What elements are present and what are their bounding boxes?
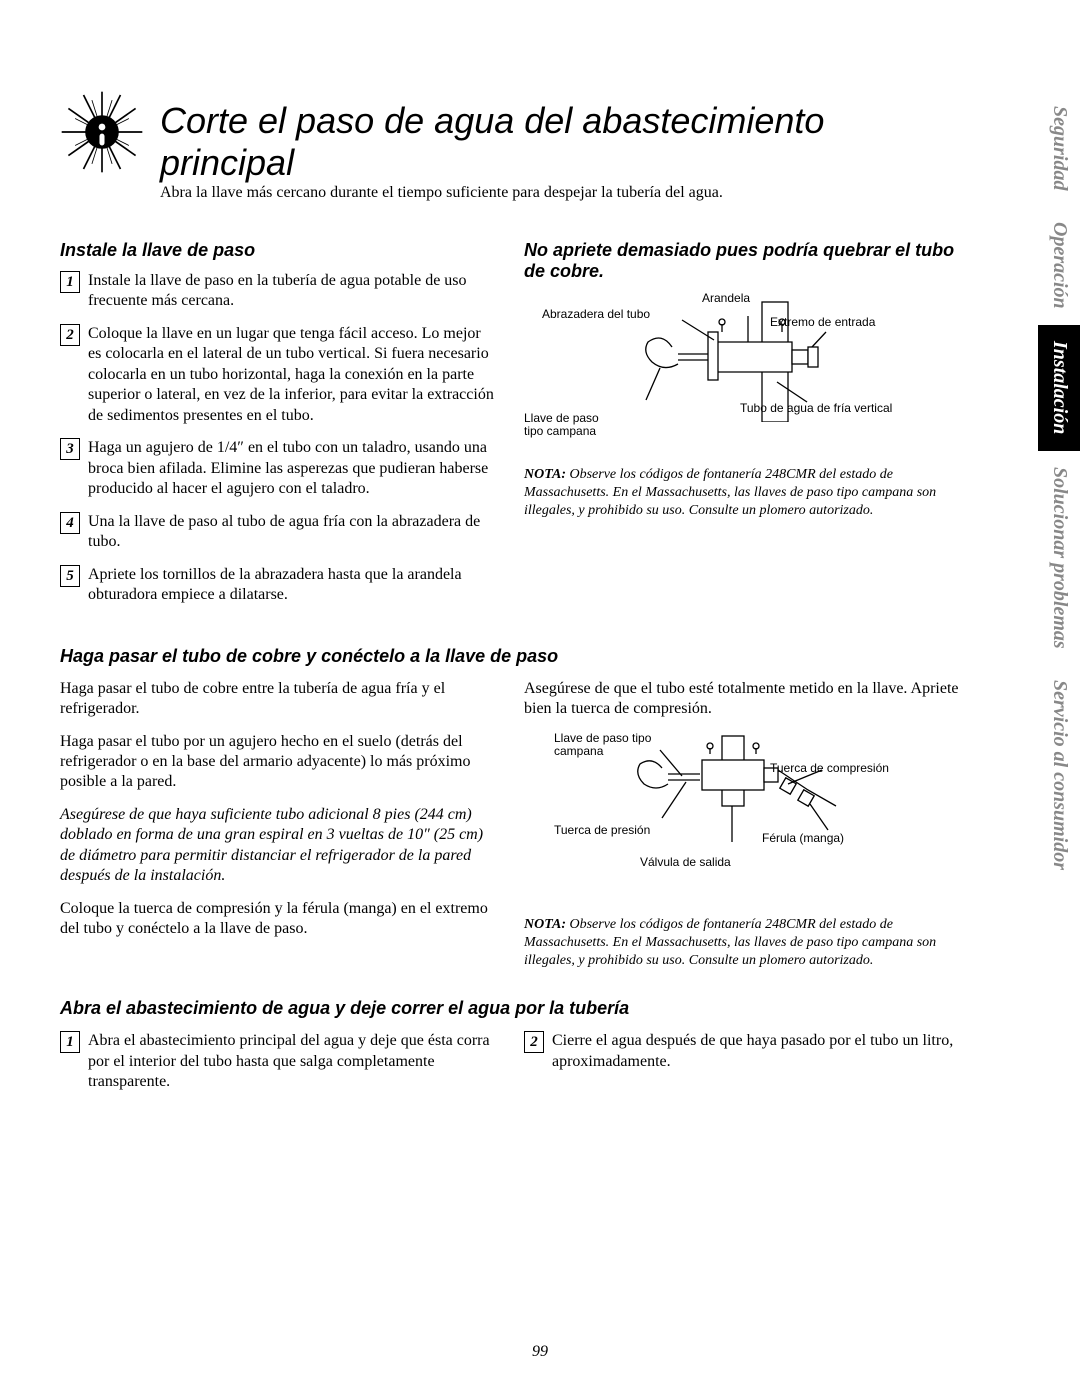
step-text: Una la llave de paso al tubo de agua frí… [88,512,496,553]
s2-para: Coloque la tuerca de compresión y la fér… [60,899,496,940]
s2-right-para: Asegúrese de que el tubo esté totalmente… [524,679,960,720]
page-title: Corte el paso de agua del abastecimiento… [160,100,960,184]
step-number: 2 [524,1031,544,1053]
section2-heading: Haga pasar el tubo de cobre y conéctelo … [60,646,960,667]
step-text: Coloque la llave en un lugar que tenga f… [88,324,496,426]
step-number: 3 [60,438,80,460]
section1-right-heading: No apriete demasiado pues podría quebrar… [524,240,960,282]
diagram-label: Tuerca de presión [554,824,650,837]
step-number: 1 [60,271,80,293]
step-text: Instale la llave de paso en la tubería d… [88,271,496,312]
diagram-label: Llave de paso tipo campana [554,732,654,758]
s2-para-italic: Asegúrese de que haya suficiente tubo ad… [60,805,496,887]
diagram-label: Férula (manga) [762,832,844,845]
valve-diagram-2: Llave de paso tipo campana Tuerca de com… [524,732,960,902]
step-text: Apriete los tornillos de la abrazadera h… [88,565,496,606]
diagram-label: Tuerca de compresión [770,762,889,775]
section3-heading: Abra el abastecimiento de agua y deje co… [60,998,960,1019]
step-text: Abra el abastecimiento principal del agu… [88,1031,496,1092]
s2-para: Haga pasar el tubo de cobre entre la tub… [60,679,496,720]
diagram-label: Tubo de agua de fría vertical [740,402,892,415]
s2-para: Haga pasar el tubo por un agujero hecho … [60,732,496,793]
page-number: 99 [0,1343,1080,1361]
valve-diagram-1: Abrazadera del tubo Arandela Extremo de … [524,292,960,452]
note-2: NOTA: Observe los códigos de fontanería … [524,916,960,971]
header-row: Corte el paso de agua del abastecimiento… [60,90,960,220]
step-text: Haga un agujero de 1/4″ en el tubo con u… [88,438,496,499]
diagram-label: Extremo de entrada [770,316,875,329]
note-1: NOTA: Observe los códigos de fontanería … [524,466,960,521]
step-number: 2 [60,324,80,346]
diagram-label: Abrazadera del tubo [542,308,650,321]
step-text: Cierre el agua después de que haya pasad… [552,1031,960,1072]
step-number: 5 [60,565,80,587]
diagram-label: Arandela [702,292,750,305]
intro-text: Abra la llave más cercano durante el tie… [160,184,960,202]
section1-heading: Instale la llave de paso [60,240,496,261]
step-number: 1 [60,1031,80,1053]
diagram-label: Válvula de salida [640,856,731,869]
diagram-label: Llave de paso tipo campana [524,412,614,438]
caution-burst-icon [60,90,144,174]
step-number: 4 [60,512,80,534]
